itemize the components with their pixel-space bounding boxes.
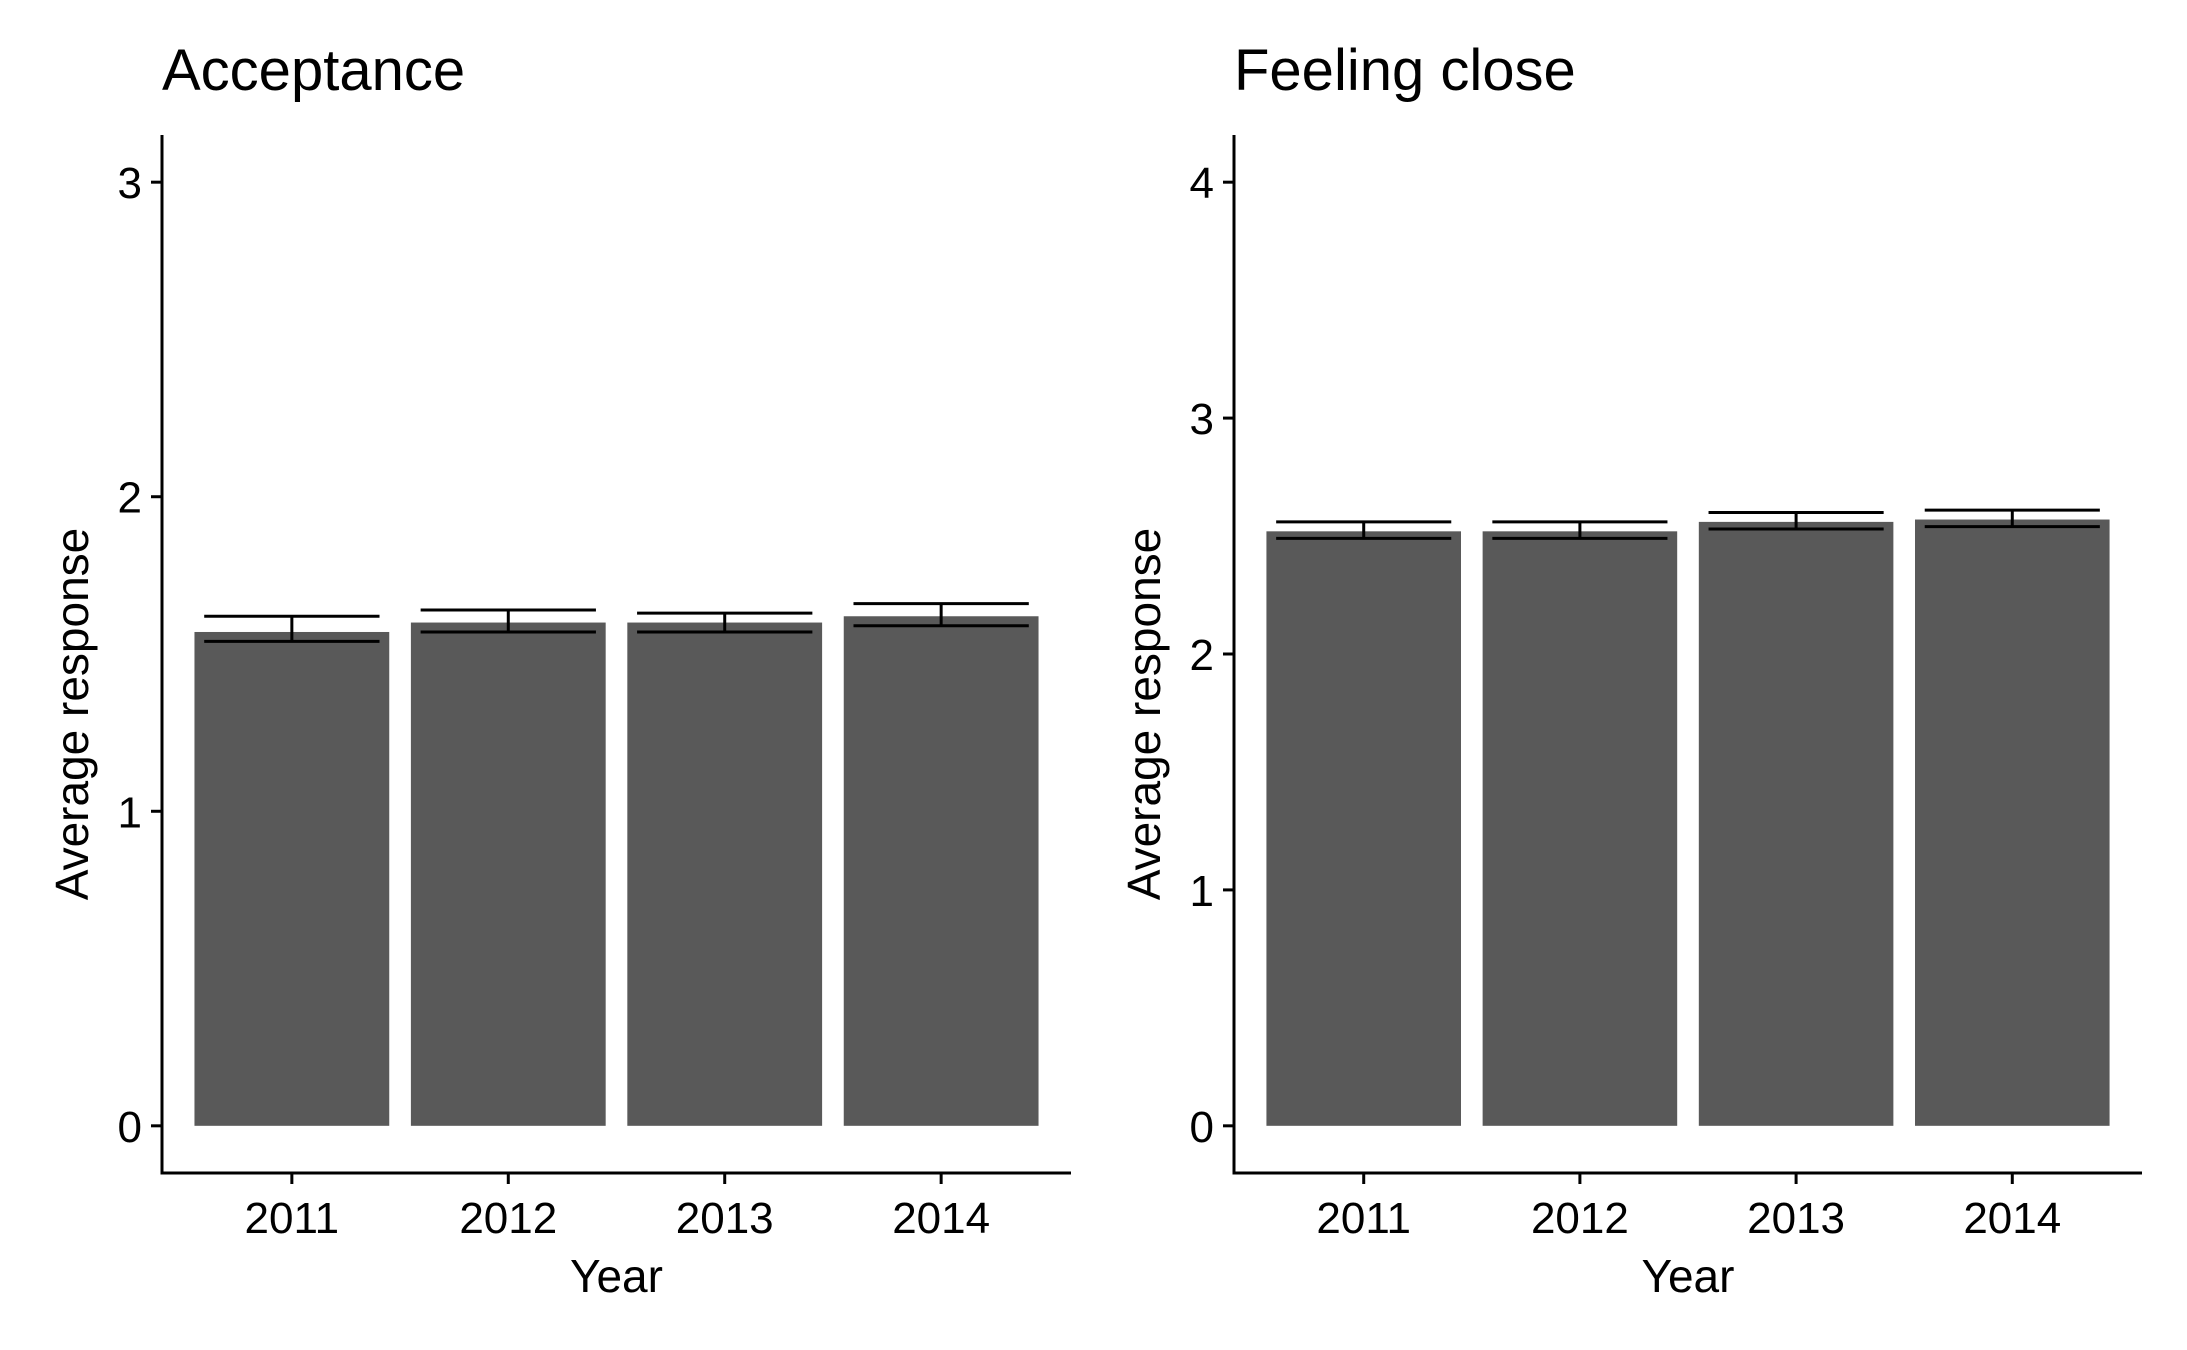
bar-2013 xyxy=(1698,521,1894,1126)
errorbar-2013 xyxy=(1708,510,1884,531)
y-tick-label: 1 xyxy=(1190,867,1214,916)
y-axis-label: Average response xyxy=(1118,528,1170,901)
bar-2013 xyxy=(627,622,823,1126)
bar-2014 xyxy=(843,616,1039,1126)
y-ticks: 0 1 2 3 4 xyxy=(1190,159,1234,1152)
bar-2014 xyxy=(1915,519,2110,1126)
x-tick-label: 2011 xyxy=(245,1194,340,1243)
bar-2012 xyxy=(1482,531,1678,1126)
y-tick-label: 2 xyxy=(118,474,142,523)
x-axis-label: Year xyxy=(570,1250,663,1302)
errorbar-2013 xyxy=(637,611,813,634)
errorbar-2012 xyxy=(1492,520,1668,540)
x-tick-label: 2012 xyxy=(1531,1194,1629,1243)
x-tick-label: 2014 xyxy=(892,1194,990,1243)
bars xyxy=(194,616,1039,1126)
errorbar-2014 xyxy=(1924,508,2100,529)
x-axis-label: Year xyxy=(1642,1250,1735,1302)
y-tick-label: 3 xyxy=(1190,395,1214,444)
errorbar-2012 xyxy=(420,608,596,634)
errorbar-2014 xyxy=(853,602,1029,628)
y-tick-label: 0 xyxy=(118,1103,142,1152)
x-tick-label: 2013 xyxy=(676,1194,774,1243)
y-tick-label: 0 xyxy=(1190,1103,1214,1152)
chart-title: Acceptance xyxy=(162,38,465,103)
y-tick-label: 2 xyxy=(1190,631,1214,680)
panel-acceptance: Acceptance Average response Year 0 1 2 3 20… xyxy=(46,38,1071,1302)
y-tick-label: 1 xyxy=(118,788,142,837)
errorbar-2011 xyxy=(1276,520,1452,540)
y-ticks: 0 1 2 3 xyxy=(118,159,162,1152)
y-tick-label: 3 xyxy=(118,159,142,208)
y-axis-label: Average response xyxy=(46,528,98,901)
error-bars xyxy=(1276,508,2100,540)
x-ticks: 2011 2012 2013 2014 xyxy=(1316,1173,2061,1243)
bar-2011 xyxy=(1266,531,1461,1126)
bars xyxy=(1266,519,2110,1126)
error-bars xyxy=(204,602,1029,643)
x-tick-label: 2013 xyxy=(1747,1194,1845,1243)
bar-2012 xyxy=(410,622,606,1126)
x-ticks: 2011 2012 2013 2014 xyxy=(245,1173,990,1243)
x-tick-label: 2014 xyxy=(1963,1194,2061,1243)
errorbar-2011 xyxy=(204,614,380,643)
y-tick-label: 4 xyxy=(1190,159,1214,208)
bar-2011 xyxy=(194,631,390,1126)
x-tick-label: 2011 xyxy=(1316,1194,1411,1243)
panel-feeling-close: Feeling close Average response Year 0 1 2 3… xyxy=(1118,38,2142,1302)
chart-title: Feeling close xyxy=(1234,38,1576,103)
x-tick-label: 2012 xyxy=(459,1194,557,1243)
